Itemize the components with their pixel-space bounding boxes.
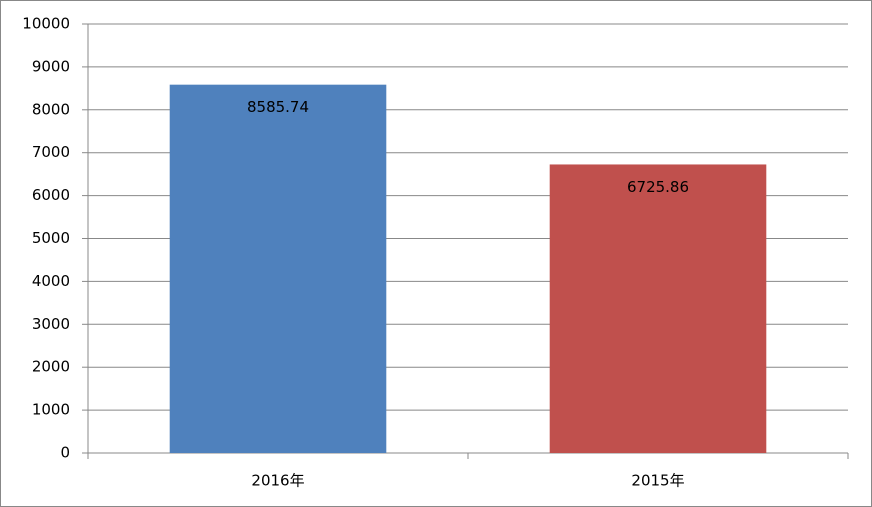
y-tick-label: 0 — [60, 444, 70, 462]
y-tick-label: 2000 — [32, 358, 70, 376]
bar — [549, 164, 767, 453]
y-tick-label: 8000 — [32, 100, 70, 118]
y-tick-label: 7000 — [32, 143, 70, 161]
data-label: 8585.74 — [247, 98, 309, 116]
x-tick-label: 2015年 — [631, 472, 684, 490]
y-tick-label: 4000 — [32, 272, 70, 290]
y-tick-label: 5000 — [32, 229, 70, 247]
data-label: 6725.86 — [627, 178, 689, 196]
y-tick-label: 9000 — [32, 57, 70, 75]
y-tick-label: 1000 — [32, 401, 70, 419]
x-tick-label: 2016年 — [251, 472, 304, 490]
bar — [169, 84, 387, 453]
y-tick-label: 6000 — [32, 186, 70, 204]
y-tick-label: 3000 — [32, 315, 70, 333]
y-tick-label: 10000 — [22, 15, 70, 33]
